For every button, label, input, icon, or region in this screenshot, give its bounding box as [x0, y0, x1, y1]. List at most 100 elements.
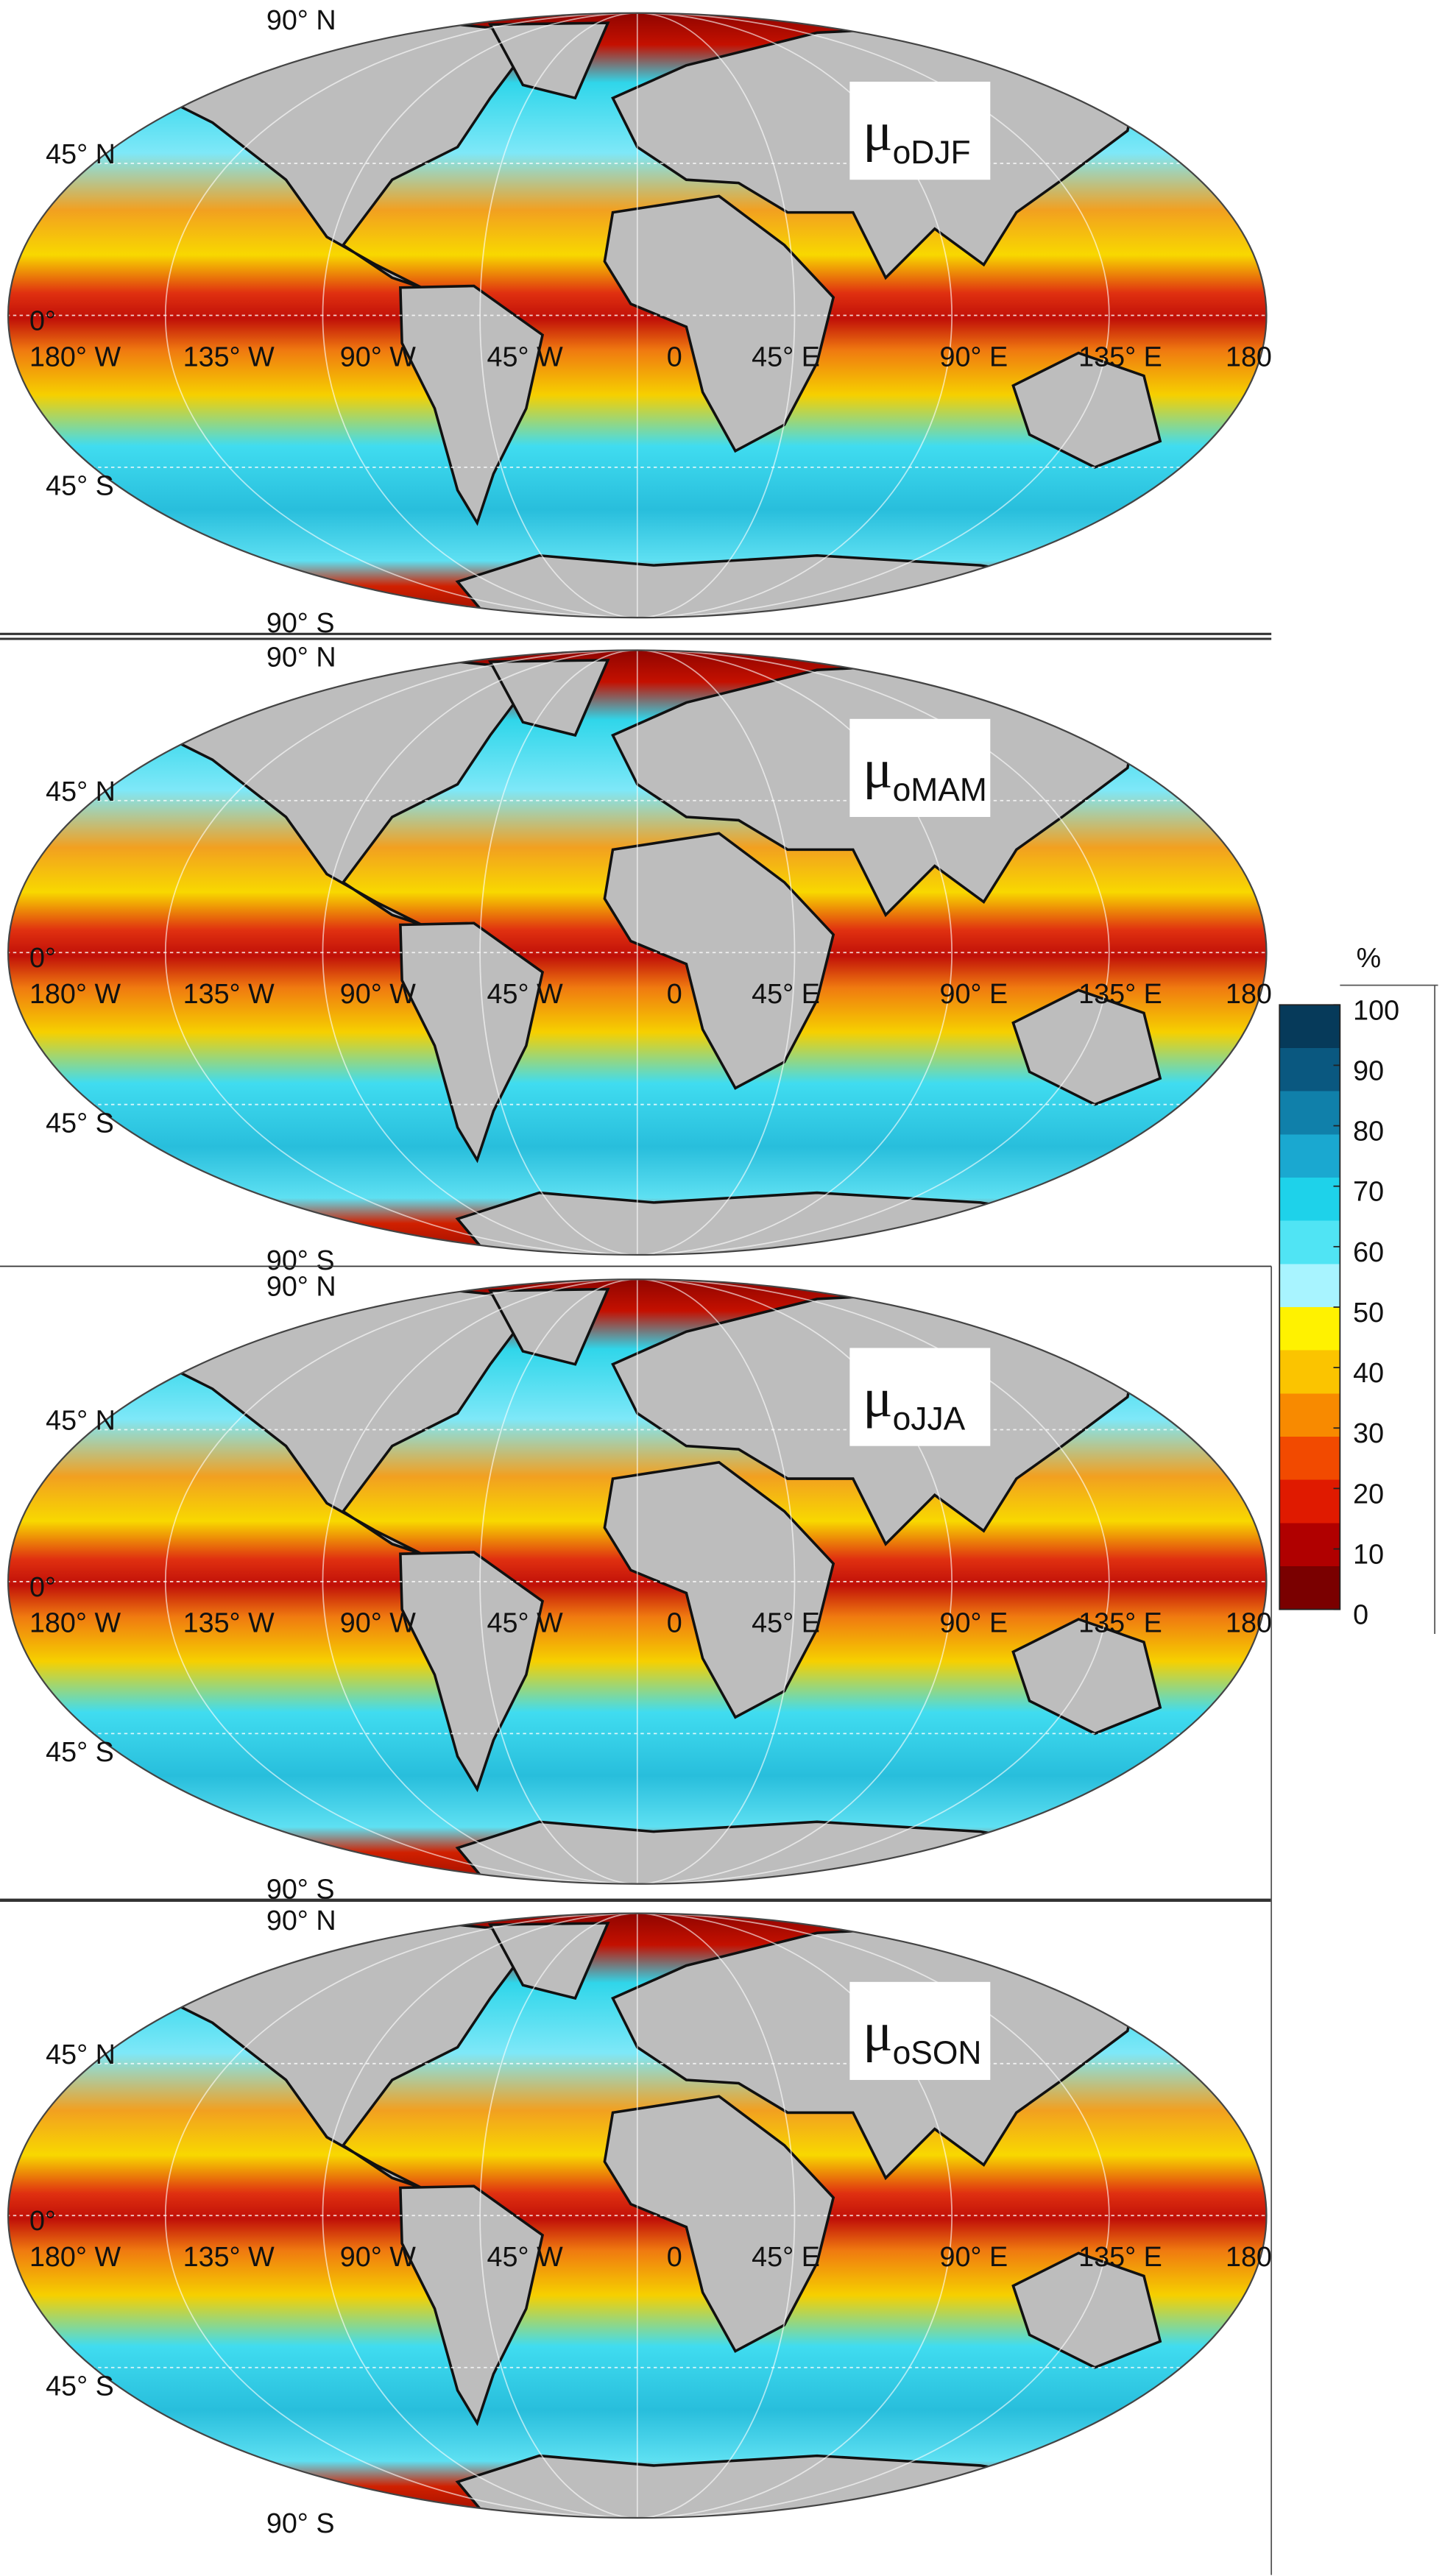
graticule-label: 180 — [1226, 978, 1272, 1009]
panel-label: μoDJF — [863, 102, 970, 171]
map — [8, 650, 1267, 1255]
graticule-label: 90° N — [266, 1270, 336, 1301]
graticule-meridian — [322, 13, 953, 618]
colorbar-tick-label: 0 — [1353, 1599, 1368, 1630]
graticule-label: 0 — [667, 2241, 682, 2272]
map — [8, 13, 1267, 618]
graticule-label: 135° W — [183, 2241, 275, 2272]
label-symbol: μ — [863, 1368, 892, 1429]
graticule-label: 0° — [29, 305, 56, 336]
label-subscript: oJJA — [893, 1401, 966, 1437]
graticule-label: 90° E — [939, 1607, 1008, 1638]
graticule-label: 0 — [667, 978, 682, 1009]
graticule-label: 180 — [1226, 2241, 1272, 2272]
graticule-label: 90° N — [266, 1905, 336, 1936]
graticule-label: 135° E — [1078, 341, 1162, 372]
graticule-label: 135° E — [1078, 1607, 1162, 1638]
graticule-meridian — [479, 13, 796, 618]
colorbar-tick-label: 90 — [1353, 1055, 1384, 1086]
colorbar-title: % — [1357, 942, 1382, 973]
graticule-label: 45° N — [46, 1404, 116, 1435]
panel-label: μoJJA — [863, 1368, 966, 1437]
label-symbol: μ — [863, 2002, 892, 2063]
graticule-label: 45° E — [752, 978, 820, 1009]
graticule-label: 180° W — [29, 1607, 121, 1638]
graticule-label: 45° W — [487, 978, 564, 1009]
graticule-label: 45° N — [46, 776, 116, 807]
label-box — [849, 81, 991, 180]
graticule-label: 45° S — [46, 1107, 114, 1138]
graticule-label: 135° W — [183, 978, 275, 1009]
label-box — [849, 1348, 991, 1446]
map — [8, 1913, 1267, 2518]
graticule-label: 135° E — [1078, 2241, 1162, 2272]
graticule-label: 90° W — [340, 1607, 417, 1638]
graticule-label: 90° N — [266, 642, 336, 673]
graticule-meridian — [479, 1279, 796, 1884]
label-subscript: oDJF — [893, 135, 971, 171]
colorbar-tick-label: 40 — [1353, 1357, 1384, 1388]
graticule-label: 90° E — [939, 978, 1008, 1009]
label-symbol: μ — [863, 102, 892, 163]
map-panel: μoMAM 90° N 45° N 0° 45° S 90° S 180° W 135° W 9… — [7, 642, 1272, 1275]
graticule-label: 180 — [1226, 341, 1272, 372]
graticule-meridian — [479, 650, 796, 1255]
label-symbol: μ — [863, 739, 892, 800]
graticule-label: 45° W — [487, 1607, 564, 1638]
colorbar-tick-label: 100 — [1353, 994, 1399, 1025]
map-outline — [7, 12, 1268, 619]
graticule-label: 0° — [29, 942, 56, 973]
graticule-label: 0° — [29, 1571, 56, 1602]
graticule-label: 180° W — [29, 978, 121, 1009]
graticule-label: 0 — [667, 1607, 682, 1638]
map-panel: μoSON 90° N 45° N 0° 45° S 90° S 180° W 135° W 9… — [7, 1905, 1272, 2538]
graticule-label: 180 — [1226, 1607, 1272, 1638]
colorbar-tick-label: 50 — [1353, 1297, 1384, 1328]
colorbar-tick-label: 70 — [1353, 1176, 1384, 1207]
colorbar-tick-label: 60 — [1353, 1236, 1384, 1267]
graticule-label: 90° W — [340, 2241, 417, 2272]
graticule-label: 45° E — [752, 2241, 820, 2272]
graticule-label: 90° E — [939, 2241, 1008, 2272]
graticule-label: 45° S — [46, 470, 114, 501]
graticule-meridian — [164, 650, 1110, 1255]
label-subscript: oSON — [893, 2035, 982, 2071]
map-outline — [7, 649, 1268, 1256]
label-subscript: oMAM — [893, 772, 987, 808]
graticule-label: 45° E — [752, 1607, 820, 1638]
graticule-label: 45° S — [46, 1736, 114, 1767]
graticule-label: 135° E — [1078, 978, 1162, 1009]
label-box — [849, 1981, 991, 2081]
graticule-label: 180° W — [29, 341, 121, 372]
graticule-meridian — [164, 1913, 1110, 2518]
graticule-label: 45° W — [487, 2241, 564, 2272]
panel-label: μoMAM — [863, 739, 987, 808]
graticule-meridian — [322, 650, 953, 1255]
graticule-meridian — [164, 13, 1110, 618]
colorbar-tick-label: 20 — [1353, 1478, 1384, 1509]
map — [8, 1279, 1267, 1884]
graticule-label: 45° N — [46, 138, 116, 169]
graticule-label: 90° S — [266, 2508, 335, 2538]
panel-label: μoSON — [863, 2002, 981, 2071]
graticule-label: 0 — [667, 341, 682, 372]
graticule-label: 90° N — [266, 4, 336, 35]
graticule-meridian — [164, 1279, 1110, 1884]
label-box — [849, 718, 991, 817]
graticule-label: 45° W — [487, 341, 564, 372]
map-outline — [7, 1912, 1268, 2519]
map-outline — [7, 1278, 1268, 1885]
graticule-label: 180° W — [29, 2241, 121, 2272]
graticule-label: 45° E — [752, 341, 820, 372]
graticule-meridian — [322, 1913, 953, 2518]
graticule-meridian — [479, 1913, 796, 2518]
graticule-label: 90° W — [340, 341, 417, 372]
graticule-label: 45° N — [46, 2039, 116, 2070]
graticule-label: 90° E — [939, 341, 1008, 372]
graticule-label: 0° — [29, 2205, 56, 2236]
graticule-label: 135° W — [183, 341, 275, 372]
graticule-label: 45° S — [46, 2370, 114, 2401]
graticule-label: 135° W — [183, 1607, 275, 1638]
